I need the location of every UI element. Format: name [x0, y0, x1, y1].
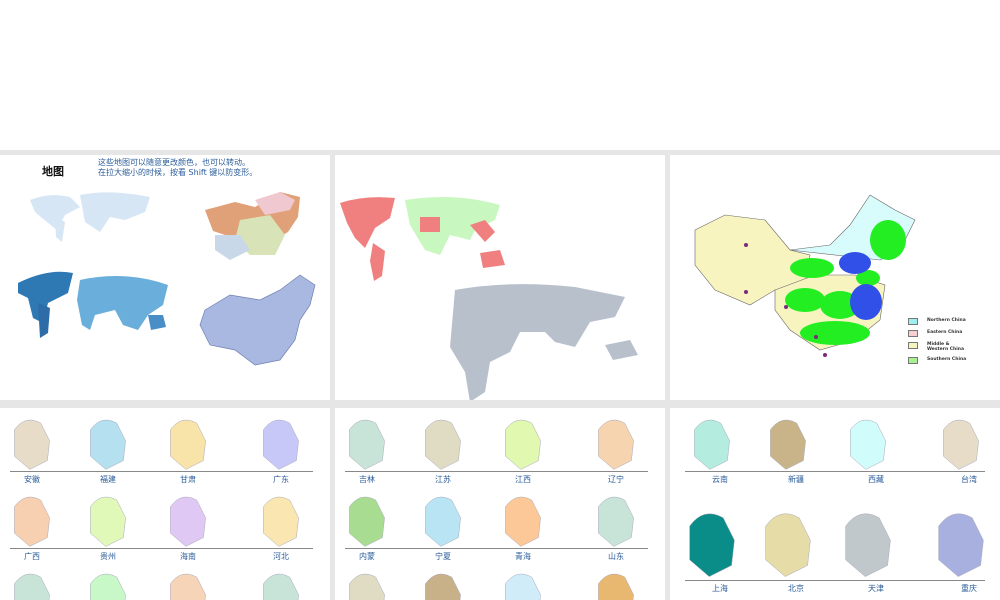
legend-swatch — [908, 330, 918, 337]
province-label: 福建 — [100, 475, 116, 484]
province-shape — [170, 496, 206, 547]
world-map-light — [30, 192, 150, 242]
province-label: 广东 — [273, 475, 289, 484]
province-shape — [90, 419, 126, 470]
divider-line — [685, 580, 985, 581]
province-label: 江西 — [515, 475, 531, 484]
province-shapes — [689, 419, 984, 577]
province-shape — [938, 513, 984, 577]
map-graphics — [18, 192, 316, 366]
province-shape — [505, 496, 541, 547]
divider-line — [10, 548, 313, 549]
slide-thumbnail-1[interactable]: 地图 这些地图可以随意更改颜色，也可以转动。 在拉大缩小的时候，按看 Shift… — [0, 155, 330, 400]
province-shape — [845, 513, 891, 577]
province-label: 北京 — [788, 584, 804, 593]
province-shape — [765, 513, 811, 577]
legend-label: Northern China — [927, 318, 966, 323]
divider-line — [10, 471, 313, 472]
note-line: 这些地图可以随意更改颜色，也可以转动。 — [98, 158, 250, 167]
china-provinces-map — [205, 192, 300, 260]
province-shape — [598, 496, 634, 547]
province-label: 贵州 — [100, 552, 116, 561]
legend-label: Eastern China — [927, 330, 963, 335]
legend-label: Middle & Western China — [927, 342, 965, 352]
province-label: 内蒙 — [359, 552, 375, 561]
province-label: 青海 — [515, 552, 531, 561]
province-shape — [598, 573, 634, 600]
province-shape — [425, 419, 461, 470]
slide-thumbnail-2[interactable] — [335, 155, 665, 400]
province-shape — [263, 419, 299, 470]
province-shape — [850, 419, 886, 470]
slide-thumbnail-5[interactable]: 吉林 江苏 江西 辽宁内蒙 宁夏 青海 山东 — [335, 408, 665, 600]
province-label: 西藏 — [868, 475, 884, 484]
province-shape — [598, 419, 634, 470]
province-label: 重庆 — [961, 584, 977, 593]
legend-label: Southern China — [927, 357, 967, 362]
southern-region-highlight — [785, 220, 906, 345]
city-markers — [744, 243, 827, 357]
province-label: 天津 — [868, 584, 884, 593]
divider-line — [345, 548, 648, 549]
province-shape — [425, 573, 461, 600]
province-shape — [770, 419, 806, 470]
legend-item: Southern China — [908, 357, 972, 364]
province-shape — [263, 573, 299, 600]
province-shape — [90, 496, 126, 547]
province-label: 台湾 — [961, 475, 977, 484]
legend-swatch — [908, 357, 918, 364]
province-shape — [349, 419, 385, 470]
slide-note: 这些地图可以随意更改颜色，也可以转动。 在拉大缩小的时候，按看 Shift 键以… — [98, 158, 257, 178]
eastern-region-highlight — [839, 252, 882, 320]
province-shape — [505, 419, 541, 470]
province-shape — [14, 573, 50, 600]
legend-item: Eastern China — [908, 330, 972, 337]
province-shapes — [14, 419, 299, 600]
top-blank-area — [0, 0, 1000, 150]
note-line: 在拉大缩小的时候，按看 Shift 键以防变形。 — [98, 168, 258, 177]
province-label: 安徽 — [24, 475, 40, 484]
province-shape — [505, 573, 541, 600]
province-label: 云南 — [712, 475, 728, 484]
province-label: 辽宁 — [608, 475, 624, 484]
province-shape — [689, 513, 735, 577]
divider-line — [685, 471, 985, 472]
divider-line — [345, 471, 648, 472]
province-label: 山东 — [608, 552, 624, 561]
province-shape — [263, 496, 299, 547]
province-label: 广西 — [24, 552, 40, 561]
province-label: 新疆 — [788, 475, 804, 484]
province-shape — [90, 573, 126, 600]
province-label: 吉林 — [359, 475, 375, 484]
province-label: 上海 — [712, 584, 728, 593]
province-shape — [349, 496, 385, 547]
province-shape — [425, 496, 461, 547]
province-shape — [14, 496, 50, 547]
province-shapes — [349, 419, 634, 600]
china-map-blue — [199, 274, 316, 366]
province-shape — [694, 419, 730, 470]
legend-item: Northern China — [908, 318, 972, 325]
world-map-blue — [18, 271, 168, 338]
legend-item: Middle & Western China — [908, 342, 972, 352]
world-maps — [340, 196, 638, 400]
province-label: 江苏 — [435, 475, 451, 484]
map-legend: Northern China Eastern China Middle & We… — [908, 318, 972, 369]
province-label: 甘肃 — [180, 475, 196, 484]
legend-swatch — [908, 318, 918, 325]
province-label: 宁夏 — [435, 552, 451, 561]
legend-swatch — [908, 342, 918, 349]
slide-thumbnail-4[interactable]: 安徽 福建 甘肃 广东广西 贵州 海南 河北 — [0, 408, 330, 600]
province-label: 海南 — [180, 552, 196, 561]
province-shape — [14, 419, 50, 470]
slide-thumbnail-3[interactable]: Northern China Eastern China Middle & We… — [670, 155, 1000, 400]
province-shape — [170, 419, 206, 470]
province-shape — [170, 573, 206, 600]
china-region-map — [694, 194, 916, 357]
province-label: 河北 — [273, 552, 289, 561]
province-shape — [943, 419, 979, 470]
slide-title: 地图 — [42, 165, 64, 178]
slide-thumbnail-6[interactable]: 云南 新疆 西藏 台湾上海 北京 天津 重庆 — [670, 408, 1000, 600]
province-shape — [349, 573, 385, 600]
